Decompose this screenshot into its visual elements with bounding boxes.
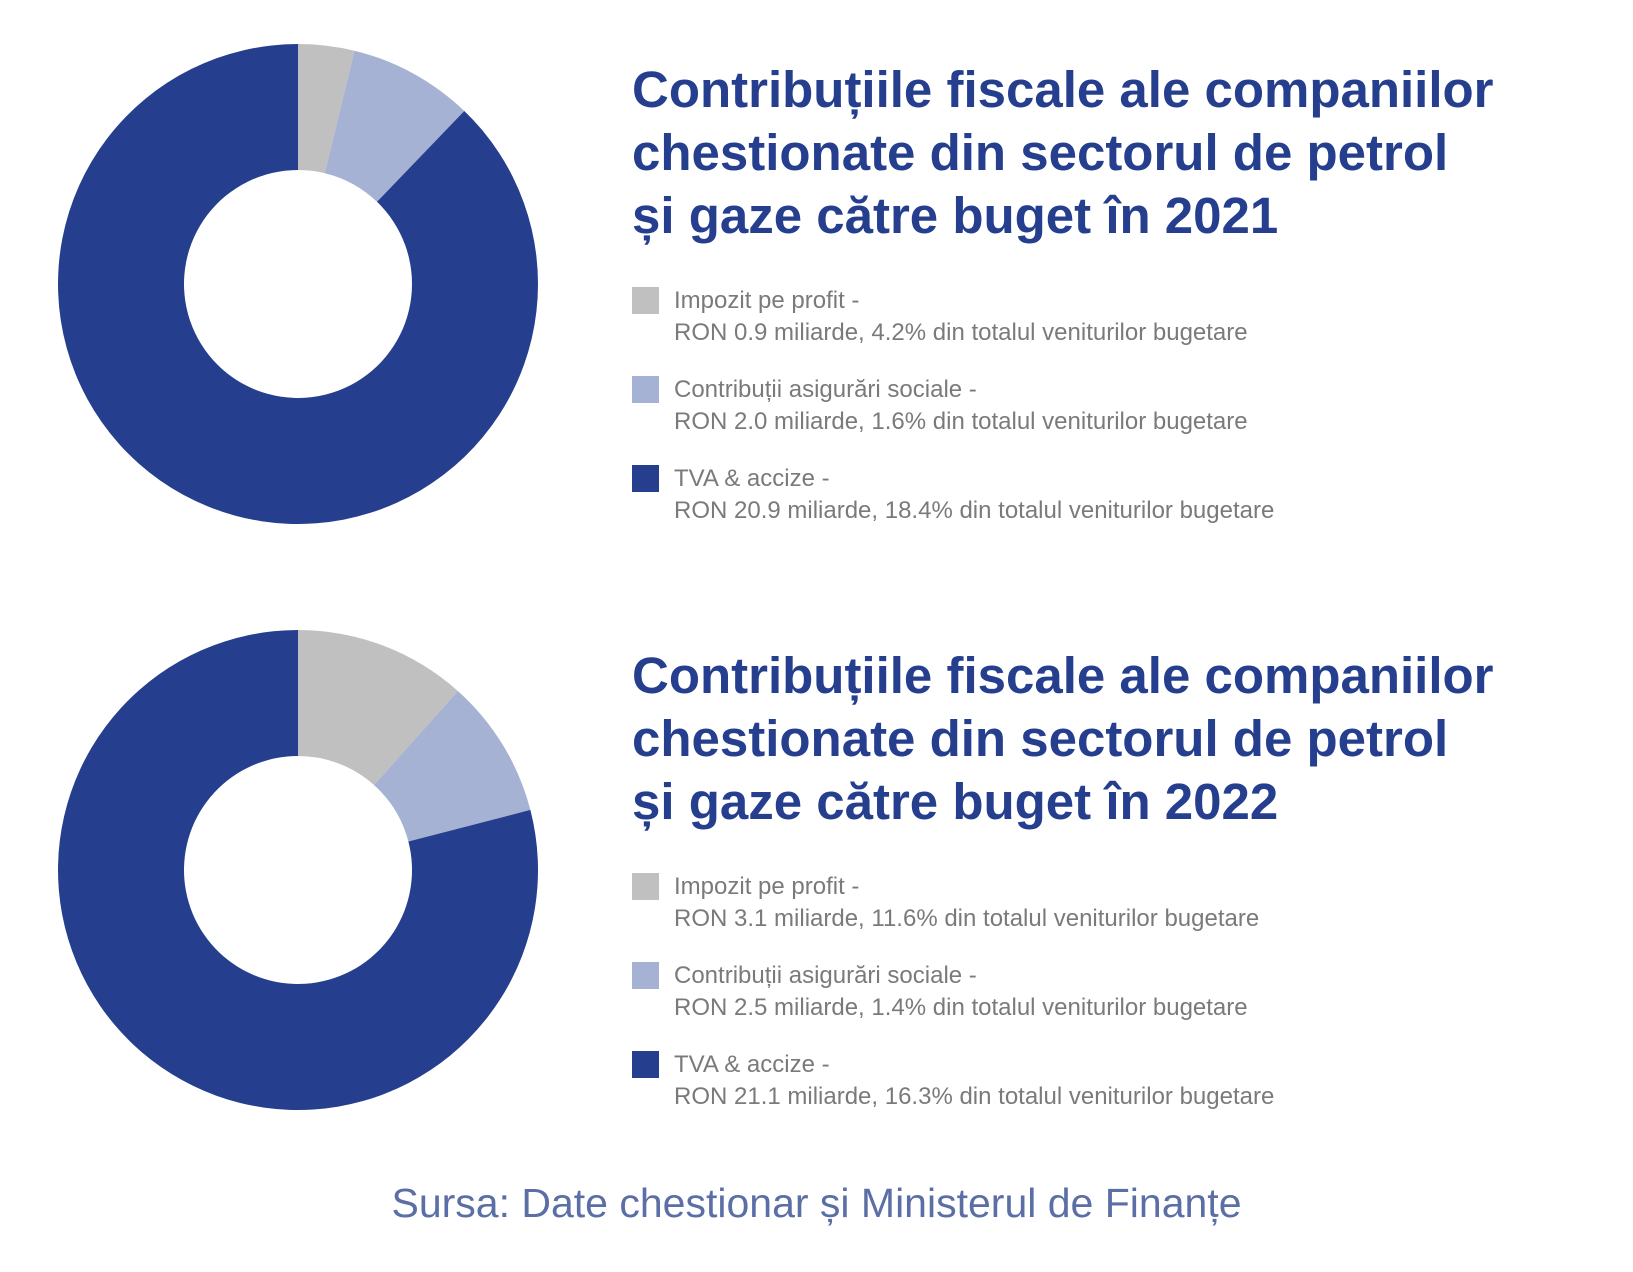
slice-contributii-sociale bbox=[373, 691, 531, 842]
slice-tva-accize bbox=[58, 44, 538, 524]
legend: Impozit pe profit - RON 0.9 miliarde, 4.… bbox=[632, 285, 1622, 527]
chart-panel-2021: Contribuțiile fiscale ale companiilor ch… bbox=[632, 58, 1622, 552]
chart-title: Contribuțiile fiscale ale companiilor ch… bbox=[632, 61, 1494, 244]
chart-panel-2022: Contribuțiile fiscale ale companiilor ch… bbox=[632, 644, 1622, 1138]
slice-impozit-pe-profit bbox=[298, 630, 458, 786]
legend: Impozit pe profit - RON 3.1 miliarde, 11… bbox=[632, 871, 1622, 1113]
legend-swatch bbox=[632, 376, 659, 403]
legend-swatch bbox=[632, 465, 659, 492]
legend-value: RON 2.0 miliarde, 1.6% din totalul venit… bbox=[674, 408, 1248, 435]
slice-impozit-pe-profit bbox=[298, 44, 355, 174]
legend-label: Impozit pe profit - bbox=[674, 873, 860, 900]
legend-item-tva-accize: TVA & accize - RON 20.9 miliarde, 18.4% … bbox=[632, 463, 1622, 527]
legend-label: Contribuții asigurări sociale - bbox=[674, 962, 977, 989]
slice-tva-accize bbox=[58, 630, 538, 1110]
legend-item-tva-accize: TVA & accize - RON 21.1 miliarde, 16.3% … bbox=[632, 1049, 1622, 1113]
donut-chart-2021 bbox=[58, 44, 538, 524]
legend-swatch bbox=[632, 287, 659, 314]
donut-chart-2022 bbox=[58, 630, 538, 1110]
legend-swatch bbox=[632, 962, 659, 989]
slice-contributii-sociale bbox=[324, 50, 465, 202]
legend-value: RON 3.1 miliarde, 11.6% din totalul veni… bbox=[674, 905, 1260, 932]
legend-value: RON 21.1 miliarde, 16.3% din totalul ven… bbox=[674, 1083, 1275, 1110]
chart-title: Contribuțiile fiscale ale companiilor ch… bbox=[632, 647, 1494, 830]
legend-swatch bbox=[632, 1051, 659, 1078]
legend-swatch bbox=[632, 873, 659, 900]
legend-label: TVA & accize - bbox=[674, 1051, 830, 1078]
legend-item-contributii-sociale: Contribuții asigurări sociale - RON 2.5 … bbox=[632, 960, 1622, 1024]
legend-label: Impozit pe profit - bbox=[674, 287, 860, 314]
legend-item-impozit-pe-profit: Impozit pe profit - RON 3.1 miliarde, 11… bbox=[632, 871, 1622, 935]
legend-label: Contribuții asigurări sociale - bbox=[674, 376, 977, 403]
legend-value: RON 0.9 miliarde, 4.2% din totalul venit… bbox=[674, 319, 1248, 346]
legend-item-contributii-sociale: Contribuții asigurări sociale - RON 2.0 … bbox=[632, 374, 1622, 438]
source-note: Sursa: Date chestionar și Ministerul de … bbox=[391, 1180, 1242, 1226]
legend-item-impozit-pe-profit: Impozit pe profit - RON 0.9 miliarde, 4.… bbox=[632, 285, 1622, 349]
legend-value: RON 20.9 miliarde, 18.4% din totalul ven… bbox=[674, 497, 1275, 524]
legend-label: TVA & accize - bbox=[674, 465, 830, 492]
legend-value: RON 2.5 miliarde, 1.4% din totalul venit… bbox=[674, 994, 1248, 1021]
